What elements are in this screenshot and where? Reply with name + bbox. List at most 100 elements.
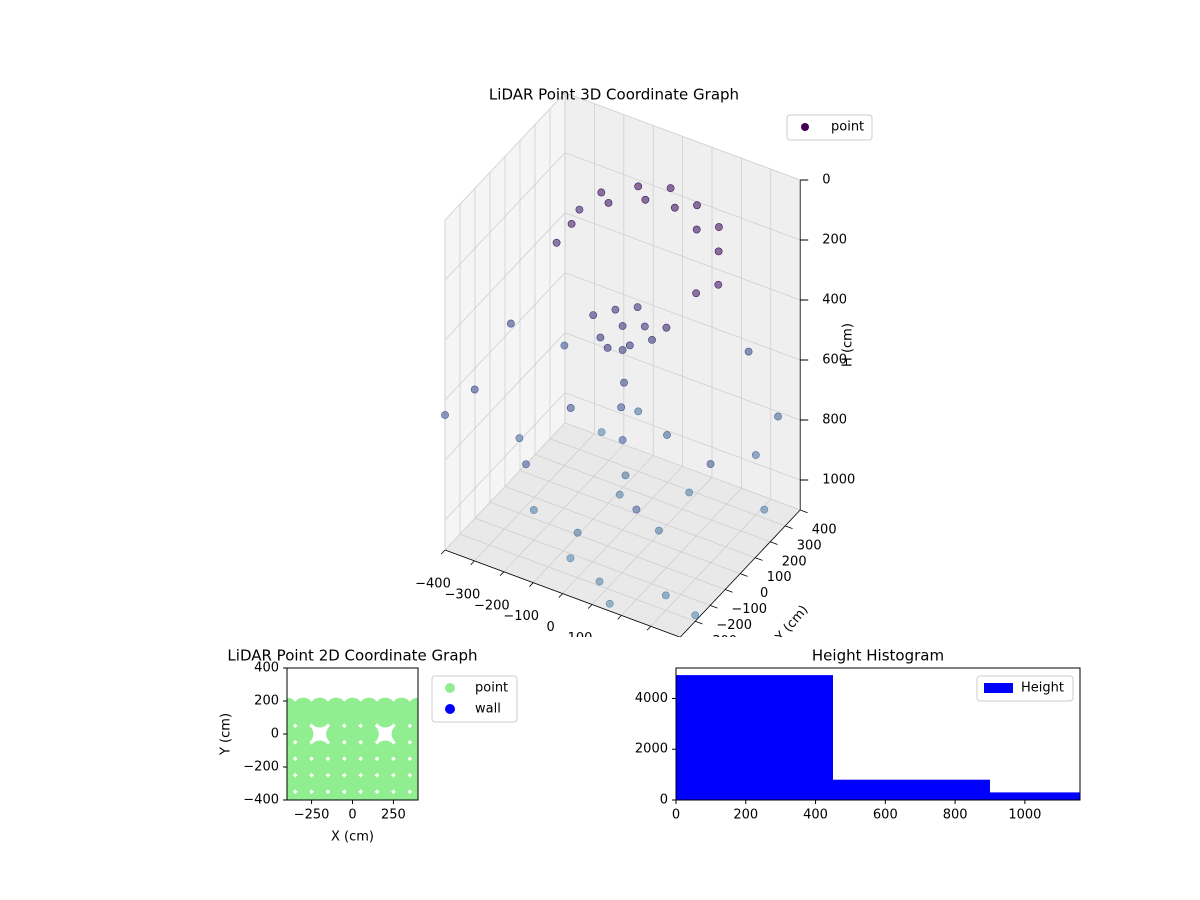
y-tick-label: 400 (254, 661, 279, 676)
grid-line (564, 212, 801, 301)
tick-mark (725, 589, 733, 593)
x-tick-label: 0 (348, 808, 356, 823)
point (621, 471, 630, 480)
y-tick-label: 2000 (635, 742, 668, 757)
x-tick-label: −200 (474, 598, 510, 613)
point (408, 757, 418, 777)
point (293, 773, 314, 794)
point (309, 707, 330, 728)
y-tick-label: 300 (797, 538, 822, 553)
point (309, 757, 330, 777)
point (375, 707, 396, 728)
y-tick-label: 0 (271, 727, 279, 742)
grid-line (444, 272, 566, 401)
point (640, 322, 649, 331)
point (293, 790, 314, 800)
grid-line (444, 392, 566, 521)
legend-label: Height (1021, 681, 1064, 696)
point (375, 740, 396, 761)
point (691, 611, 700, 620)
tick-mark (587, 604, 593, 609)
point (342, 740, 363, 761)
x-tick-label: 1000 (1008, 808, 1041, 823)
point (566, 404, 575, 412)
chart-title: LiDAR Point 2D Coordinate Graph (227, 647, 477, 665)
tick-mark (755, 557, 763, 561)
point (567, 219, 576, 228)
chart-title: Height Histogram (812, 647, 944, 665)
axes-frame (675, 667, 1081, 801)
grid-line (564, 422, 801, 511)
grid-line (534, 454, 771, 543)
axes-histogram: 0 200 400 600 800 1000 0 2000 4000 Height Histogr… (635, 647, 1081, 823)
z-tick-label: 1000 (822, 473, 855, 488)
z-tick-label: 600 (822, 353, 847, 368)
point (632, 505, 641, 514)
point (375, 773, 396, 794)
point (648, 335, 656, 344)
point (620, 378, 628, 387)
z-tick-label: 0 (822, 173, 830, 188)
point (326, 707, 347, 728)
point (287, 757, 297, 777)
point (714, 280, 723, 289)
tick-mark (617, 615, 622, 620)
point (706, 460, 715, 468)
x-axis-label: X (cm) (331, 830, 374, 845)
y-tick-label: −200 (243, 760, 279, 775)
y-tick-label: 200 (782, 554, 807, 569)
grid-line (444, 152, 566, 281)
grid-line (564, 92, 801, 181)
tick-mark (740, 573, 748, 577)
legend-label: point (831, 120, 864, 135)
tick-mark (470, 560, 475, 566)
chart-title: LiDAR Point 3D Coordinate Graph (489, 86, 739, 104)
legend-box (786, 114, 873, 141)
point (375, 790, 396, 800)
legend-box (976, 675, 1074, 702)
point (596, 333, 605, 342)
x-tick-label: 0 (672, 808, 680, 823)
x-tick-label: −250 (294, 808, 330, 823)
x-tick-label: 100 (568, 631, 593, 646)
point (617, 403, 626, 412)
y-tick-label: −400 (243, 793, 279, 808)
x-tick-label: 800 (943, 808, 968, 823)
grid-line (444, 212, 566, 341)
tick-mark (440, 549, 446, 555)
x-tick-label: 200 (733, 808, 758, 823)
y-tick-label: −200 (716, 618, 752, 633)
point (441, 411, 449, 419)
point (375, 757, 396, 777)
y-tick-label: 4000 (635, 691, 668, 706)
point (408, 773, 418, 794)
y-tick-label: −300 (701, 634, 737, 649)
legend-marker (984, 683, 1013, 693)
point (506, 319, 515, 328)
point (685, 488, 694, 497)
point (342, 724, 363, 744)
grid-line (474, 517, 711, 606)
y-tick-label: −100 (731, 602, 767, 617)
point (342, 790, 363, 800)
legend-marker (445, 683, 455, 693)
grid-line (459, 533, 696, 622)
tick-mark (499, 571, 505, 577)
point (391, 740, 412, 761)
x-tick-label: 300 (626, 653, 651, 668)
point (655, 526, 663, 535)
point (618, 322, 627, 330)
point (661, 591, 670, 600)
grid-line (489, 501, 726, 590)
point (470, 385, 479, 394)
point (342, 707, 363, 728)
y-tick-label: 100 (767, 570, 792, 585)
point (663, 431, 671, 439)
point (342, 773, 363, 794)
point (774, 412, 782, 421)
point (309, 790, 330, 800)
bar (832, 779, 990, 800)
point (597, 428, 606, 436)
point (522, 460, 530, 469)
